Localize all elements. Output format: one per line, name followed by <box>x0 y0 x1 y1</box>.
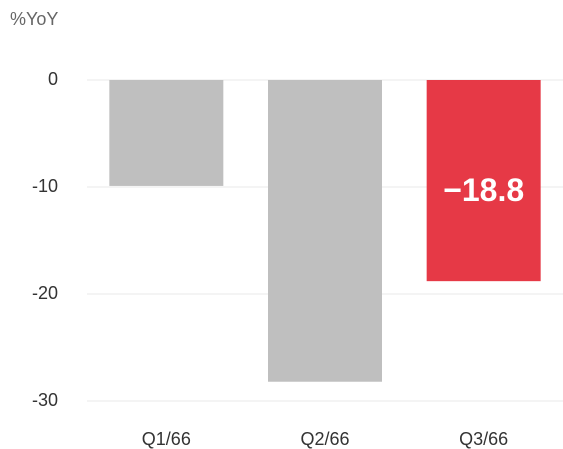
y-axis-label: %YoY <box>10 9 58 29</box>
bar <box>426 80 541 282</box>
y-tick-label: -20 <box>32 283 58 303</box>
x-tick-label: Q2/66 <box>300 429 349 449</box>
bar <box>268 80 382 382</box>
y-tick-label: -10 <box>32 176 58 196</box>
y-tick-label: 0 <box>48 69 58 89</box>
data-label: −18.8 <box>443 172 524 208</box>
x-tick-label: Q3/66 <box>459 429 508 449</box>
y-tick-label: -30 <box>32 390 58 410</box>
bar <box>109 80 224 186</box>
x-tick-label: Q1/66 <box>142 429 191 449</box>
